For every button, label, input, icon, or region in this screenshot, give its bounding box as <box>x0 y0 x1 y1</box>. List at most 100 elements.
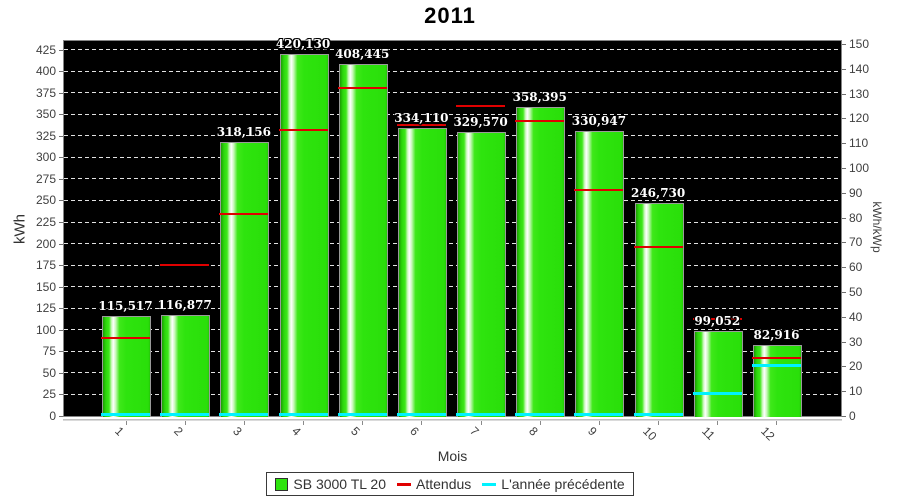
x-axis-tick-label: 1 <box>111 424 127 439</box>
right-axis-tick-mark <box>842 93 846 95</box>
x-axis-tick-label: 10 <box>640 424 660 444</box>
x-axis-tick-label: 12 <box>758 424 778 444</box>
left-axis-tick-mark <box>59 200 63 202</box>
left-axis-tick-label: 175 <box>35 258 56 273</box>
right-axis-tick-label: 130 <box>849 86 870 101</box>
legend-label: Attendus <box>416 476 472 492</box>
legend-item-sb3000: SB 3000 TL 20 <box>275 476 386 492</box>
left-axis-tick-mark <box>59 114 63 116</box>
left-axis-tick-label: 350 <box>35 107 56 122</box>
right-axis-tick-label: 20 <box>849 359 863 374</box>
x-axis-tick-mark <box>362 421 364 425</box>
bar <box>516 107 566 417</box>
left-axis-tick-mark <box>59 394 63 396</box>
previous-year-line <box>692 392 742 396</box>
previous-year-line <box>337 412 387 416</box>
left-axis-tick-label: 150 <box>35 279 56 294</box>
right-axis-tick-mark <box>842 143 846 145</box>
left-axis-tick-mark <box>59 372 63 374</box>
left-axis-tick-mark <box>59 135 63 137</box>
grid-line <box>64 350 841 352</box>
right-axis-tick-mark <box>842 192 846 194</box>
right-axis-tick-mark <box>842 391 846 393</box>
bar <box>575 130 625 417</box>
right-axis-tick-mark <box>842 341 846 343</box>
previous-year-line <box>219 412 269 416</box>
x-axis-title: Mois <box>437 448 468 464</box>
left-axis-tick-mark <box>59 329 63 331</box>
left-axis-tick-mark <box>59 157 63 159</box>
x-axis-line <box>63 419 842 421</box>
right-axis-tick-mark <box>842 44 846 45</box>
x-axis-tick-mark <box>776 421 778 425</box>
x-axis-tick-label: 6 <box>407 424 423 439</box>
legend-label: SB 3000 TL 20 <box>293 476 387 492</box>
previous-year-swatch-icon <box>482 482 497 486</box>
right-axis-tick-mark <box>842 68 846 70</box>
right-axis-tick-mark <box>842 168 846 169</box>
right-axis-tick-mark <box>842 118 846 120</box>
x-axis-tick-mark <box>243 421 245 425</box>
right-axis-tick-label: 50 <box>849 285 863 299</box>
bar-value-label: 358,395 <box>512 90 567 105</box>
grid-line <box>64 286 841 288</box>
left-axis-tick-label: 225 <box>35 215 56 230</box>
bar <box>397 127 447 417</box>
expected-line <box>751 357 801 360</box>
left-axis-tick-label: 375 <box>35 85 56 100</box>
right-axis-tick-label: 100 <box>849 161 870 175</box>
previous-year-line <box>751 363 801 367</box>
right-axis-tick-label: 10 <box>849 384 863 399</box>
left-axis-tick-mark <box>59 416 63 417</box>
left-axis-tick-mark <box>59 49 63 51</box>
right-axis-tick-mark <box>842 416 846 417</box>
right-axis-tick-label: 80 <box>849 210 863 225</box>
bar-value-label: 115,517 <box>98 299 153 314</box>
expected-line <box>456 104 506 107</box>
left-axis-tick-mark <box>59 351 63 353</box>
legend-box: SB 3000 TL 20 Attendus L'année précédent… <box>266 472 634 496</box>
expected-line <box>515 120 565 123</box>
grid-line <box>64 199 841 201</box>
expected-line <box>396 123 446 126</box>
x-axis-tick-label: 8 <box>525 424 541 439</box>
bar <box>102 316 151 417</box>
previous-year-line <box>633 412 683 416</box>
right-axis-tick-label: 0 <box>849 409 856 423</box>
left-axis-tick-mark <box>59 286 63 288</box>
left-axis-tick-mark <box>59 243 63 245</box>
left-axis-tick-mark <box>59 92 63 94</box>
x-axis-tick-label: 5 <box>348 424 363 439</box>
x-axis-tick-mark <box>184 421 186 425</box>
previous-year-line <box>396 412 446 416</box>
right-axis-tick-label: 150 <box>849 37 870 51</box>
left-axis-tick-label: 125 <box>35 301 56 316</box>
grid-line <box>64 329 841 331</box>
legend-item-attendus: Attendus <box>397 476 471 492</box>
previous-year-line <box>456 412 506 416</box>
grid-line <box>64 393 841 395</box>
expected-line <box>574 189 624 192</box>
x-axis-tick-mark <box>125 421 127 425</box>
x-axis-tick-label: 4 <box>289 424 304 439</box>
bar-value-label: 420,130 <box>275 36 331 51</box>
grid-line <box>64 49 841 51</box>
grid-line <box>64 264 841 266</box>
previous-year-line <box>101 412 150 416</box>
left-axis-tick-label: 325 <box>35 128 56 143</box>
left-axis-tick-mark <box>59 71 63 73</box>
left-axis-tick-label: 425 <box>35 42 56 57</box>
right-axis-tick-label: 140 <box>849 61 870 76</box>
left-axis-tick-mark <box>59 265 63 267</box>
x-axis-tick-mark <box>303 421 305 425</box>
grid-line <box>64 372 841 374</box>
left-axis-tick-label: 400 <box>35 64 56 79</box>
expected-line <box>219 213 269 216</box>
x-axis-tick-mark <box>658 421 660 425</box>
expected-line <box>160 264 210 267</box>
bar <box>693 330 743 417</box>
left-axis-tick-label: 250 <box>35 193 56 208</box>
left-axis-tick-label: 100 <box>35 322 56 337</box>
grid-line <box>64 221 841 223</box>
right-axis-tick-label: 120 <box>849 111 870 126</box>
